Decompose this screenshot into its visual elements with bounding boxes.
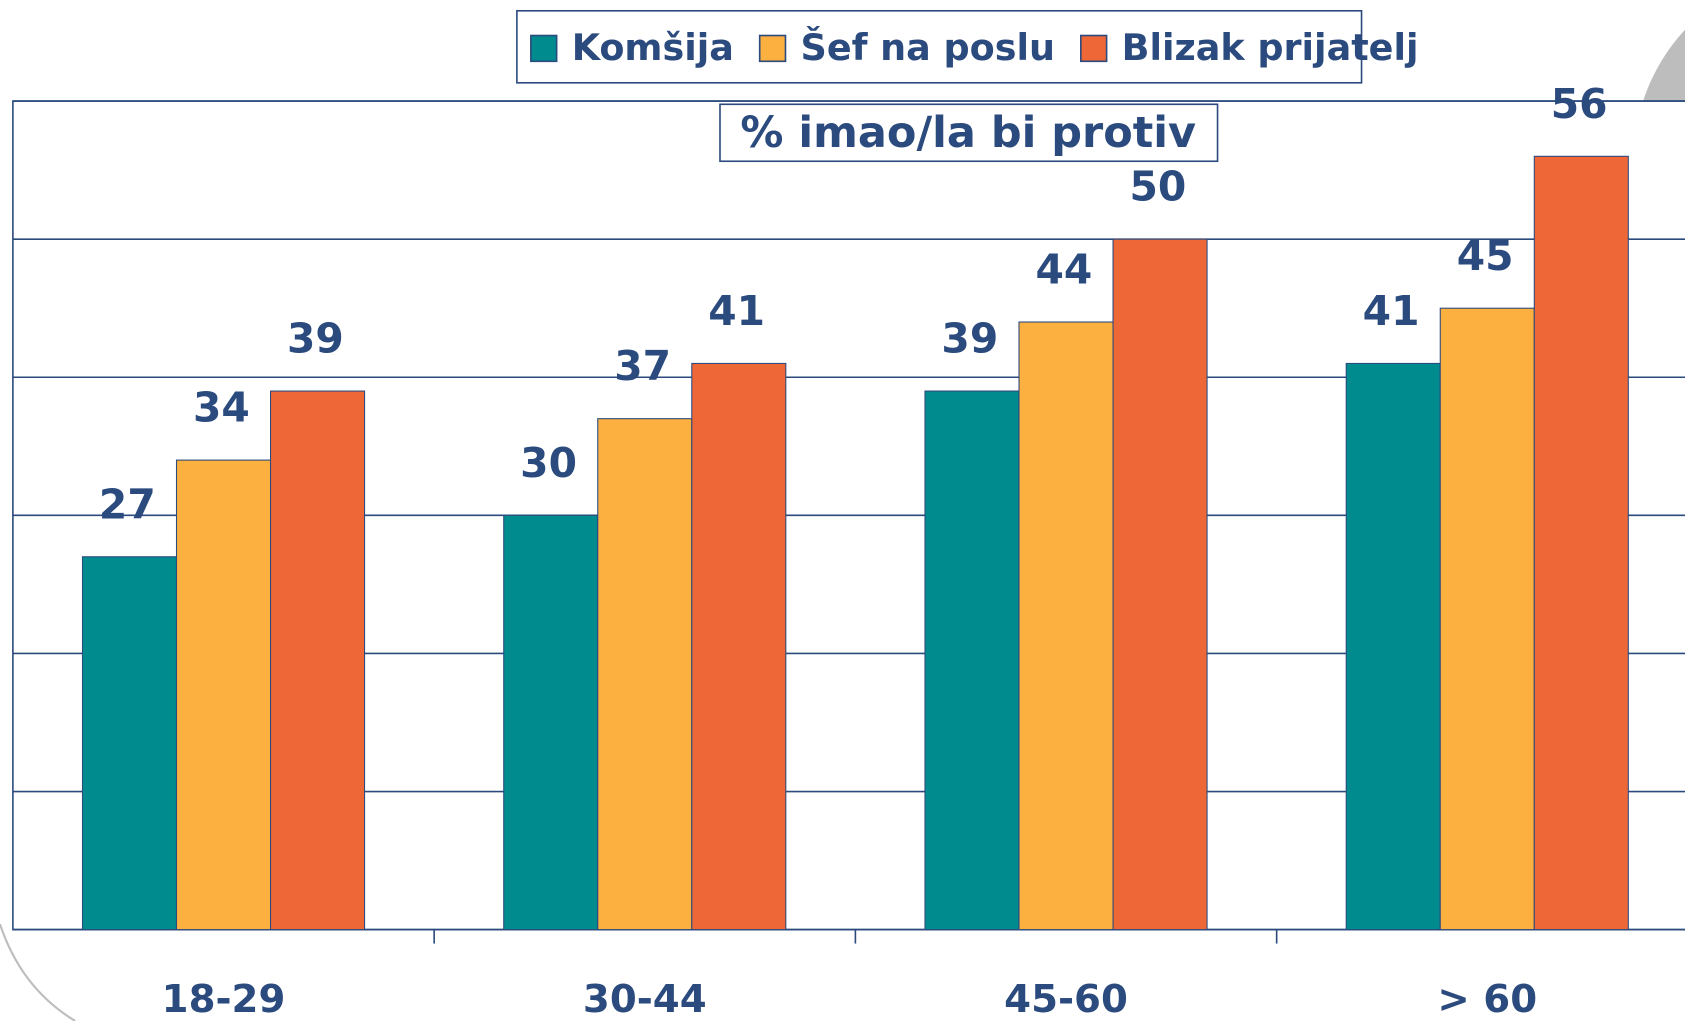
- data-label: 37: [614, 342, 671, 390]
- bar: [81, 556, 178, 931]
- bar: [175, 459, 272, 931]
- legend-label: Komšija: [572, 26, 734, 69]
- bar: [597, 418, 693, 931]
- legend-label: Šef na poslu: [801, 25, 1056, 69]
- bar: [1018, 321, 1114, 931]
- data-label: 44: [1035, 246, 1092, 294]
- legend-swatch: [530, 34, 558, 63]
- legend-swatch: [758, 34, 787, 63]
- bar: [1345, 362, 1441, 931]
- data-label: 30: [520, 439, 577, 487]
- chart-title: % imao/la bi protiv: [740, 108, 1196, 158]
- x-tick-label: 18-29: [162, 977, 286, 1021]
- data-label: 27: [99, 480, 156, 528]
- data-label: 45: [1457, 232, 1514, 280]
- legend-label: Blizak prijatelj: [1122, 26, 1419, 69]
- bar: [691, 362, 787, 931]
- x-tick-label: 45-60: [1004, 977, 1128, 1021]
- bar: [1112, 238, 1208, 931]
- data-label: 39: [287, 315, 344, 363]
- decoration: [0, 923, 76, 1021]
- bar: [1533, 155, 1629, 931]
- bar: [924, 390, 1020, 931]
- x-tick-label: > 60: [1437, 977, 1537, 1021]
- bar: [1439, 307, 1535, 931]
- data-label: 34: [193, 384, 250, 432]
- data-label: 56: [1551, 80, 1608, 128]
- data-label: 41: [1363, 287, 1420, 335]
- data-label: 50: [1129, 163, 1186, 211]
- legend-swatch: [1080, 34, 1108, 63]
- data-label: 39: [941, 315, 998, 363]
- legend-box: [516, 9, 1363, 84]
- data-label: 41: [708, 287, 765, 335]
- bar: [269, 390, 366, 931]
- title-box: [719, 103, 1219, 163]
- x-tick-label: 30-44: [583, 977, 707, 1021]
- bar: [503, 514, 599, 931]
